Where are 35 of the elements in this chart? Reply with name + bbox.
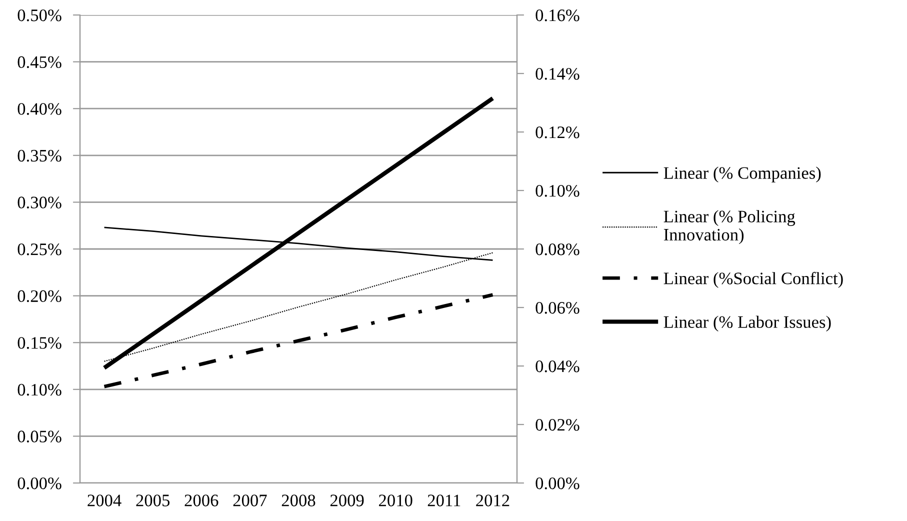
x-tick-label: 2006 bbox=[184, 494, 218, 506]
x-tick-label: 2004 bbox=[88, 494, 122, 506]
y2-tick-label: 0.06% bbox=[536, 302, 580, 314]
y-tick-label: 0.10% bbox=[18, 384, 62, 396]
line-series bbox=[102, 293, 494, 388]
y2-tick-label: 0.04% bbox=[536, 360, 580, 372]
y-tick-label: 0.05% bbox=[18, 430, 62, 442]
y2-tick-label: 0.08% bbox=[536, 243, 580, 256]
y-tick-label: 0.40% bbox=[18, 103, 62, 115]
x-tick-label: 2012 bbox=[476, 494, 510, 506]
y-tick-label: 0.20% bbox=[18, 290, 62, 302]
x-tick-label: 2010 bbox=[379, 494, 412, 506]
y-tick-label: 0.00% bbox=[18, 477, 62, 490]
x-tick-label: 2005 bbox=[136, 494, 170, 506]
y-tick-label: 0.35% bbox=[18, 150, 62, 162]
y-tick-label: 0.30% bbox=[18, 196, 62, 208]
y-tick-label: 0.25% bbox=[18, 243, 62, 256]
y-tick-label: 0.45% bbox=[18, 56, 62, 68]
x-tick-label: 2007 bbox=[233, 494, 267, 506]
legend-label: Linear (%Social Conflict) bbox=[664, 272, 843, 288]
legend-label: Linear (% Labor Issues) bbox=[664, 316, 831, 332]
y2-tick-label: 0.16% bbox=[536, 9, 580, 22]
y2-tick-label: 0.10% bbox=[536, 184, 580, 197]
x-tick-label: 2011 bbox=[428, 494, 460, 506]
x-tick-label: 2008 bbox=[282, 494, 316, 506]
y2-tick-label: 0.12% bbox=[536, 126, 580, 138]
legend-label: Linear (% Policing Innovation) bbox=[664, 210, 796, 244]
line-series bbox=[102, 96, 495, 370]
x-tick-label: 2009 bbox=[330, 494, 364, 506]
y-tick-label: 0.50% bbox=[18, 9, 62, 22]
y2-tick-label: 0.00% bbox=[536, 477, 580, 490]
y2-tick-label: 0.14% bbox=[536, 68, 580, 80]
y2-tick-label: 0.02% bbox=[536, 418, 580, 431]
y-tick-label: 0.15% bbox=[18, 337, 62, 349]
legend-label: Linear (% Companies) bbox=[664, 166, 821, 182]
